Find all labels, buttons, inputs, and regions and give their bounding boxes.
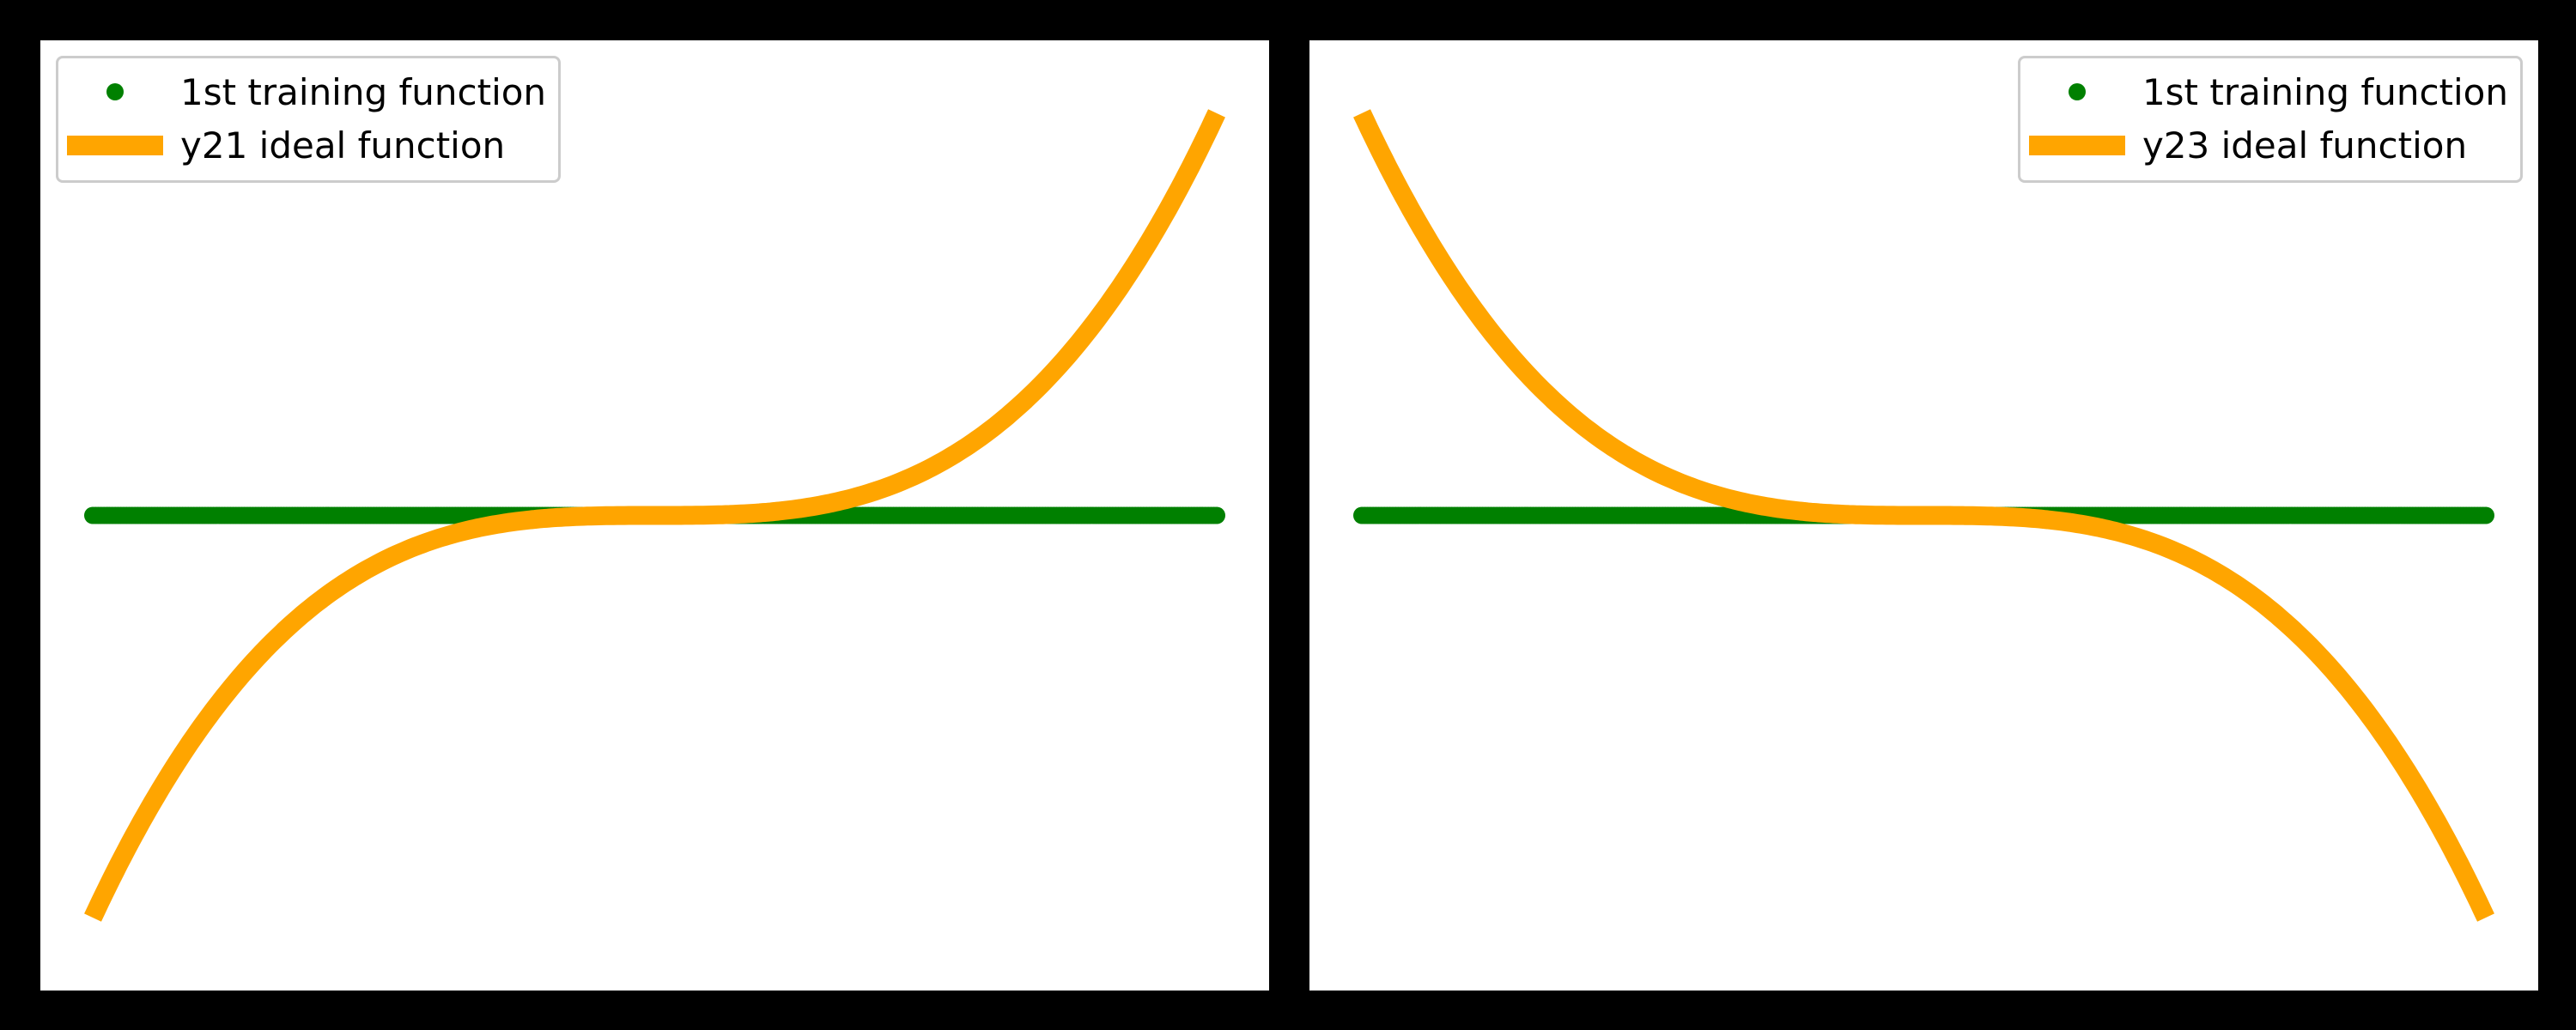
green-dot-marker bbox=[106, 83, 124, 100]
legend-label: 1st training function bbox=[2142, 70, 2508, 113]
legend-marker-handle bbox=[67, 79, 163, 105]
left-plot-area bbox=[84, 109, 1225, 922]
legend-marker-handle bbox=[2029, 79, 2125, 105]
data-point bbox=[1208, 506, 1225, 524]
legend-line-handle bbox=[2028, 132, 2125, 158]
right-plot-panel: 1st training function y23 ideal function bbox=[1309, 40, 2538, 991]
legend-entry: y21 ideal function bbox=[67, 118, 546, 172]
line-series-1 bbox=[1353, 109, 2494, 922]
legend-entry: 1st training function bbox=[67, 65, 546, 118]
legend-label: y21 ideal function bbox=[180, 124, 506, 167]
data-point bbox=[2477, 506, 2494, 524]
legend-line-handle bbox=[67, 132, 163, 158]
legend-entry: 1st training function bbox=[2029, 65, 2508, 118]
ideal-function-line bbox=[1353, 109, 2494, 922]
green-dot-marker bbox=[2068, 83, 2086, 100]
orange-line-swatch bbox=[2028, 136, 2125, 155]
left-plot-panel: 1st training function y21 ideal function bbox=[40, 40, 1269, 991]
right-legend: 1st training function y23 ideal function bbox=[2017, 56, 2523, 183]
legend-label: 1st training function bbox=[180, 70, 547, 113]
right-plot-area bbox=[1353, 109, 2494, 922]
line-series-1 bbox=[84, 109, 1225, 922]
legend-entry: y23 ideal function bbox=[2028, 118, 2508, 172]
orange-line-swatch bbox=[67, 136, 163, 155]
left-legend: 1st training function y21 ideal function bbox=[56, 56, 562, 183]
ideal-function-line bbox=[84, 109, 1225, 922]
legend-label: y23 ideal function bbox=[2142, 124, 2468, 167]
